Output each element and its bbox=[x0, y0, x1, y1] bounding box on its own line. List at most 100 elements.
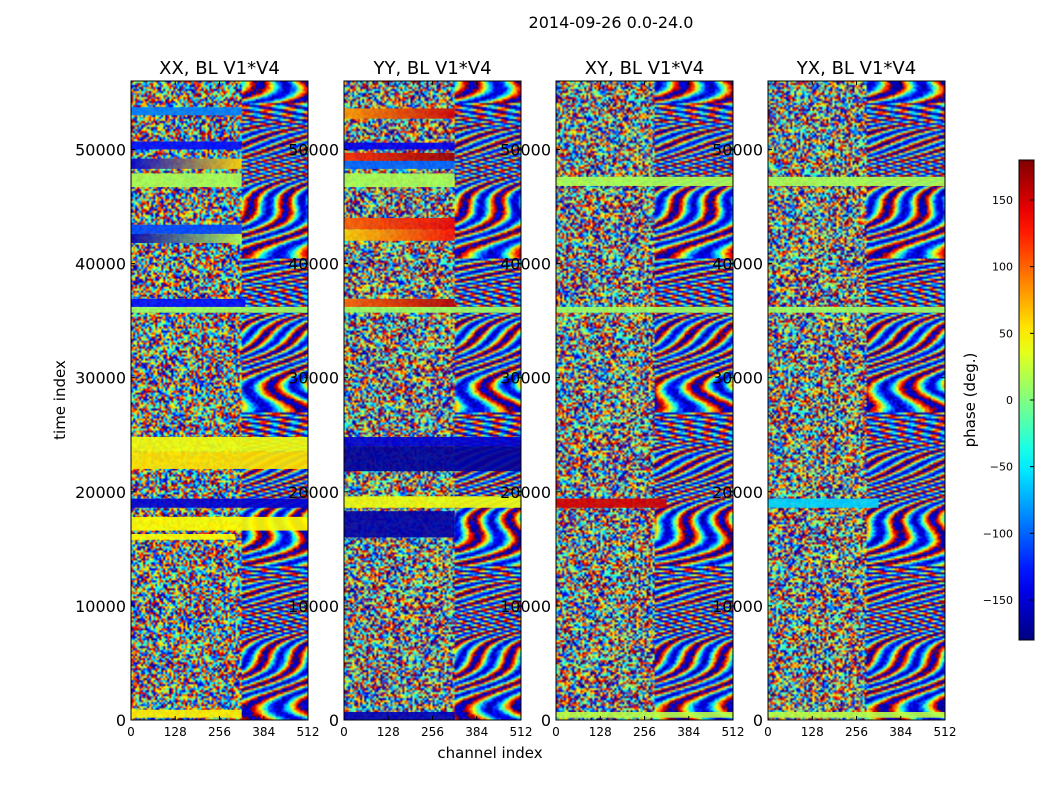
panel-2: YY, BL V1*V4 0 128 256 384 512 0 10000 20000 3000… bbox=[288, 58, 532, 739]
x-tick-label: 128 bbox=[801, 725, 824, 739]
phase-band bbox=[344, 496, 521, 508]
panel-title: XY, BL V1*V4 bbox=[585, 58, 704, 79]
x-axis-label: channel index bbox=[437, 744, 543, 762]
phase-band bbox=[344, 160, 455, 169]
panel-title: XX, BL V1*V4 bbox=[159, 58, 280, 79]
colorbar-tick-label: 150 bbox=[992, 194, 1013, 207]
panel-3: XY, BL V1*V4 0 128 256 384 512 0 10000 20000 3000… bbox=[500, 58, 744, 739]
panel-title: YY, BL V1*V4 bbox=[372, 58, 491, 79]
panel-1: XX, BL V1*V4 0 128 256 384 512 0 10000 20000 3000… bbox=[75, 58, 319, 739]
y-axis-label: time index bbox=[51, 360, 69, 440]
phase-noise-image bbox=[556, 81, 733, 720]
phase-band bbox=[131, 451, 308, 469]
colorbar-tick-label: 0 bbox=[1006, 394, 1013, 407]
x-tick-label: 256 bbox=[208, 725, 231, 739]
phase-band bbox=[768, 176, 945, 186]
y-tick-label: 30000 bbox=[75, 369, 126, 388]
colorbar-tick-label: −150 bbox=[983, 594, 1013, 607]
y-tick-label: 10000 bbox=[288, 597, 339, 616]
x-tick-label: 0 bbox=[764, 725, 772, 739]
y-tick-label: 40000 bbox=[75, 255, 126, 274]
phase-band bbox=[131, 498, 308, 508]
y-tick-label: 10000 bbox=[712, 597, 763, 616]
colorbar-tick-label: −50 bbox=[990, 461, 1013, 474]
phase-band bbox=[131, 141, 242, 150]
x-tick-label: 0 bbox=[340, 725, 348, 739]
phase-band bbox=[131, 173, 242, 188]
colorbar-tick-label: 50 bbox=[999, 327, 1013, 340]
x-tick-label: 512 bbox=[934, 725, 957, 739]
x-tick-label: 0 bbox=[552, 725, 560, 739]
phase-band bbox=[768, 712, 945, 718]
phase-band bbox=[344, 712, 455, 720]
x-tick-label: 512 bbox=[722, 725, 745, 739]
colorbar-tick-label: −100 bbox=[983, 527, 1013, 540]
panel-title: YX, BL V1*V4 bbox=[796, 58, 916, 79]
panel-plot-area bbox=[768, 81, 945, 720]
x-tick-label: 256 bbox=[421, 725, 444, 739]
y-tick-label: 20000 bbox=[288, 483, 339, 502]
phase-band bbox=[131, 233, 242, 244]
y-tick-label: 0 bbox=[753, 711, 763, 730]
panel-plot-area bbox=[344, 81, 521, 720]
x-tick-label: 384 bbox=[252, 725, 275, 739]
phase-noise-image bbox=[131, 81, 308, 720]
x-tick-label: 384 bbox=[677, 725, 700, 739]
x-tick-label: 0 bbox=[127, 725, 135, 739]
x-tick-label: 256 bbox=[845, 725, 868, 739]
x-tick-label: 384 bbox=[465, 725, 488, 739]
phase-band bbox=[344, 446, 521, 472]
y-tick-label: 40000 bbox=[500, 255, 551, 274]
y-tick-label: 30000 bbox=[288, 369, 339, 388]
phase-band bbox=[556, 306, 733, 313]
y-tick-label: 10000 bbox=[500, 597, 551, 616]
y-tick-label: 30000 bbox=[500, 369, 551, 388]
phase-band bbox=[344, 142, 455, 150]
y-tick-label: 50000 bbox=[75, 140, 126, 159]
y-tick-label: 40000 bbox=[712, 255, 763, 274]
phase-band bbox=[131, 516, 308, 531]
panel-4: YX, BL V1*V4 0 128 256 384 512 0 10000 20000 3000… bbox=[712, 58, 956, 739]
phase-band bbox=[344, 511, 455, 538]
panel-plot-area bbox=[131, 81, 308, 720]
phase-band bbox=[344, 298, 455, 307]
y-tick-label: 0 bbox=[541, 711, 551, 730]
phase-band bbox=[131, 298, 246, 307]
phase-band bbox=[344, 173, 455, 188]
phase-band bbox=[344, 229, 455, 241]
x-tick-label: 512 bbox=[297, 725, 320, 739]
phase-band bbox=[768, 498, 879, 508]
figure-title: 2014-09-26 0.0-24.0 bbox=[528, 13, 694, 32]
x-tick-label: 128 bbox=[589, 725, 612, 739]
y-tick-label: 0 bbox=[116, 711, 126, 730]
x-tick-label: 512 bbox=[510, 725, 533, 739]
phase-band bbox=[131, 437, 308, 452]
y-tick-label: 10000 bbox=[75, 597, 126, 616]
phase-noise-image bbox=[768, 81, 945, 720]
phase-band bbox=[556, 712, 733, 718]
phase-band bbox=[344, 152, 455, 161]
phase-band bbox=[131, 107, 242, 116]
phase-band bbox=[768, 306, 945, 313]
colorbar-tick-label: 100 bbox=[992, 261, 1013, 274]
phase-band bbox=[344, 306, 521, 313]
y-tick-label: 20000 bbox=[75, 483, 126, 502]
phase-band bbox=[131, 224, 242, 234]
phase-band bbox=[131, 534, 235, 540]
panel-plot-area bbox=[556, 81, 733, 720]
phase-band bbox=[344, 108, 455, 119]
phase-band bbox=[131, 709, 242, 718]
y-tick-label: 20000 bbox=[712, 483, 763, 502]
phase-band bbox=[131, 306, 308, 313]
y-tick-label: 50000 bbox=[288, 140, 339, 159]
phase-band bbox=[556, 176, 733, 186]
y-tick-label: 40000 bbox=[288, 255, 339, 274]
phase-band bbox=[344, 217, 455, 230]
phase-band bbox=[344, 437, 521, 447]
y-tick-label: 0 bbox=[329, 711, 339, 730]
phase-noise-image bbox=[344, 81, 521, 720]
y-tick-label: 50000 bbox=[712, 140, 763, 159]
y-tick-label: 30000 bbox=[712, 369, 763, 388]
colorbar: 150 100 50 0 −50 −100 −150 bbox=[983, 159, 1035, 641]
